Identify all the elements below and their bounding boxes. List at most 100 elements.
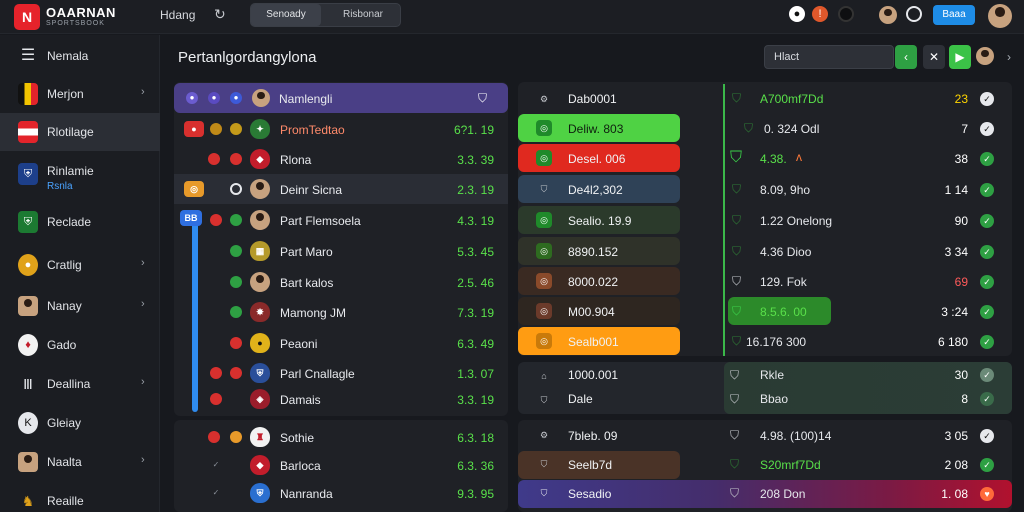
odds-pill-blue[interactable] bbox=[518, 175, 680, 203]
odds-row[interactable]: ⛉ De4l2,302 ⛉ 8.09, 9ho 1 14 ✓ bbox=[518, 175, 1012, 205]
check-icon[interactable]: ✓ bbox=[980, 152, 994, 166]
odds-row[interactable]: ⛉ Seelb7d ⛉ S20mrf7Dd 2 08 ✓ bbox=[518, 450, 1012, 480]
sidebar-item-naalta[interactable]: Naalta › bbox=[0, 443, 160, 481]
shield-icon: ⛉ bbox=[744, 121, 754, 135]
user-avatar[interactable] bbox=[988, 4, 1012, 28]
top-bar: N OAARNAN SPORTSBOOK Hdang ↻ Senoady Ris… bbox=[0, 0, 1024, 34]
check-icon[interactable]: ✓ bbox=[980, 245, 994, 259]
odds-name: 8.5.6. 00 bbox=[760, 305, 807, 319]
check-icon[interactable]: ✓ bbox=[980, 335, 994, 349]
odds-name: 1.22 Onelong bbox=[760, 214, 833, 228]
sidebar-item-label: Nanay bbox=[47, 299, 82, 313]
record-icon[interactable] bbox=[838, 6, 854, 22]
odds-row[interactable]: ⌂ 1000.001 ⛉ Rkle 30 ✓ bbox=[518, 362, 1012, 392]
check-icon: ✓ bbox=[212, 460, 220, 469]
segment-option-b[interactable]: Risbonar bbox=[342, 9, 384, 20]
standings-panel bbox=[174, 82, 508, 416]
table-row[interactable]: ● Peaoni 6.3. 49 bbox=[174, 328, 508, 358]
odds-row[interactable]: ◎ 8000.022 ⛉ 129. Fok 69 ✓ bbox=[518, 267, 1012, 297]
table-row[interactable]: ◎ Deinr Sicna 2.3. 19 bbox=[174, 174, 508, 204]
alert-icon[interactable]: ! bbox=[812, 6, 828, 22]
check-icon[interactable]: ✓ bbox=[980, 392, 994, 406]
odds-row[interactable]: ◎ Sealb001 ⛉ 16.176 300 6 180 ✓ bbox=[518, 327, 1012, 357]
odds-row[interactable]: ⛉ Dale ⛉ Bbao 8 ✓ bbox=[518, 386, 1012, 416]
check-icon[interactable]: ✓ bbox=[980, 305, 994, 319]
table-row[interactable]: ◆ Rlona 3.3. 39 bbox=[174, 144, 508, 174]
play-icon[interactable]: ▶ bbox=[949, 45, 971, 69]
refresh-icon[interactable]: ↻ bbox=[214, 6, 226, 22]
odds-row[interactable]: ◎ M00.904 ⛉ 8.5.6. 00 3 :24 ✓ bbox=[518, 297, 1012, 327]
table-row[interactable]: Bart kalos 2.5. 46 bbox=[174, 267, 508, 297]
odds-name: 208 Don bbox=[760, 487, 806, 501]
check-icon[interactable]: ✓ bbox=[980, 368, 994, 382]
k-icon: K bbox=[18, 412, 38, 434]
odds-row[interactable]: ◎ Sealio. 19.9 ⛉ 1.22 Onelong 90 ✓ bbox=[518, 206, 1012, 236]
odds-name: 0. 324 Odl bbox=[764, 122, 820, 136]
check-icon[interactable]: ✓ bbox=[980, 429, 994, 443]
table-row[interactable]: BB Part Flemsoela 4.3. 19 bbox=[174, 205, 508, 235]
settings-icon: ⚙ bbox=[539, 94, 549, 104]
odds-label: 1000.001 bbox=[568, 368, 619, 382]
confirm-icon[interactable]: ‹ bbox=[895, 45, 917, 69]
sidebar-item-cratlig[interactable]: ● Cratlig › bbox=[0, 246, 160, 284]
sidebar-item-merjon[interactable]: Merjon › bbox=[0, 75, 160, 113]
table-row[interactable]: ✓ ⛨ Nanranda 9.3. 95 bbox=[174, 478, 508, 508]
status-ring-icon[interactable] bbox=[906, 6, 922, 22]
table-row[interactable]: ● ✦ PromTedtao 6?1. 19 bbox=[174, 114, 508, 144]
sidebar-item-gado[interactable]: ♦ Gado bbox=[0, 326, 160, 364]
table-row[interactable]: ♜ Sothie 6.3. 18 bbox=[174, 422, 508, 452]
odds-pill-copper[interactable] bbox=[518, 451, 680, 479]
odds-row[interactable]: ◎ Desel. 006 ⛉ 4.38. ᴧ 38 ✓ bbox=[518, 144, 1012, 174]
check-icon[interactable]: ✓ bbox=[980, 92, 994, 106]
odds-row[interactable]: ⛉ Sesadio ⛉ 208 Don 1. 08 ♥ bbox=[518, 479, 1012, 509]
check-icon[interactable]: ✓ bbox=[980, 122, 994, 136]
shield-icon: ⛨ bbox=[18, 163, 38, 185]
sidebar-item-gleiay[interactable]: K Gleiay bbox=[0, 404, 160, 442]
check-icon[interactable]: ✓ bbox=[980, 183, 994, 197]
sidebar-item-nanay[interactable]: Nanay › bbox=[0, 287, 160, 325]
sidebar-item-deallina[interactable]: Ⅲ Deallina › bbox=[0, 365, 160, 403]
check-icon[interactable]: ✓ bbox=[980, 458, 994, 472]
sidebar-item-rlotilage[interactable]: Rlotilage bbox=[0, 113, 160, 151]
player-name: Mamong JM bbox=[280, 306, 347, 320]
brand-logo[interactable]: N OAARNAN SPORTSBOOK bbox=[14, 4, 134, 30]
flag-icon bbox=[210, 214, 222, 226]
odds-row[interactable]: ⚙ 7bleb. 09 ⛉ 4.98. (100)14 3 05 ✓ bbox=[518, 421, 1012, 451]
sidebar-item-rinlamie[interactable]: ⛨ Rinlamie Rsnla bbox=[0, 155, 160, 201]
odds-name: Rkle bbox=[760, 368, 785, 382]
check-icon[interactable]: ✓ bbox=[980, 214, 994, 228]
login-button[interactable]: Baaa bbox=[933, 5, 975, 25]
sidebar-item-reaille[interactable]: ♞ Reaille bbox=[0, 482, 160, 512]
nav-link-home[interactable]: Hdang bbox=[160, 8, 196, 22]
sidebar-item-label: Nemala bbox=[47, 49, 89, 63]
player-value: 6?1. 19 bbox=[453, 123, 494, 137]
odds-row[interactable]: ◎ 8890.152 ⛉ 4.36 Dioo 3 34 ✓ bbox=[518, 237, 1012, 267]
search-input[interactable]: Hlact bbox=[764, 45, 894, 69]
odds-pill-gradient[interactable] bbox=[518, 480, 1012, 508]
table-row[interactable]: ✸ Mamong JM 7.3. 19 bbox=[174, 297, 508, 327]
table-row[interactable]: ◈ Damais 3.3. 19 bbox=[174, 384, 508, 414]
odds-name: 4.98. (100)14 bbox=[760, 429, 832, 443]
dismiss-icon[interactable]: ✕ bbox=[923, 45, 945, 69]
table-row[interactable]: ⛨ Parl Cnallagle 1.3. 07 bbox=[174, 358, 508, 388]
odds-pill-highlight[interactable] bbox=[728, 297, 831, 325]
sidebar-item-menu[interactable]: ☰ Nemala bbox=[0, 37, 160, 75]
chevron-right-icon: › bbox=[141, 86, 145, 98]
bell-icon: ⌂ bbox=[541, 371, 547, 381]
chevron-right-icon[interactable]: › bbox=[1007, 50, 1011, 64]
notification-icon[interactable]: ● bbox=[789, 6, 805, 22]
flag-icon bbox=[18, 121, 38, 143]
table-header-row[interactable]: ● ● ● Namlengli ⛉ bbox=[174, 83, 508, 113]
odds-row[interactable]: ⚙ Dab0001 ⛉ A700mf7Dd 23 ✓ bbox=[518, 84, 1012, 114]
heart-icon[interactable]: ♥ bbox=[980, 487, 994, 501]
binoculars-icon[interactable]: ⛉ bbox=[478, 91, 488, 105]
check-icon[interactable]: ✓ bbox=[980, 275, 994, 289]
shield-icon: ◎ bbox=[536, 212, 552, 228]
profile-avatar[interactable] bbox=[976, 47, 994, 65]
table-row[interactable]: ▦ Part Maro 5.3. 45 bbox=[174, 236, 508, 266]
sidebar-item-reclade[interactable]: ⛨ Reclade bbox=[0, 203, 160, 241]
table-row[interactable]: ✓ ◆ Barloca 6.3. 36 bbox=[174, 450, 508, 480]
segment-option-a[interactable]: Senoady bbox=[251, 4, 321, 26]
friend-avatar[interactable] bbox=[879, 6, 897, 24]
odds-row[interactable]: ◎ Deliw. 803 ⛉ 0. 324 Odl 7 ✓ bbox=[518, 114, 1012, 144]
